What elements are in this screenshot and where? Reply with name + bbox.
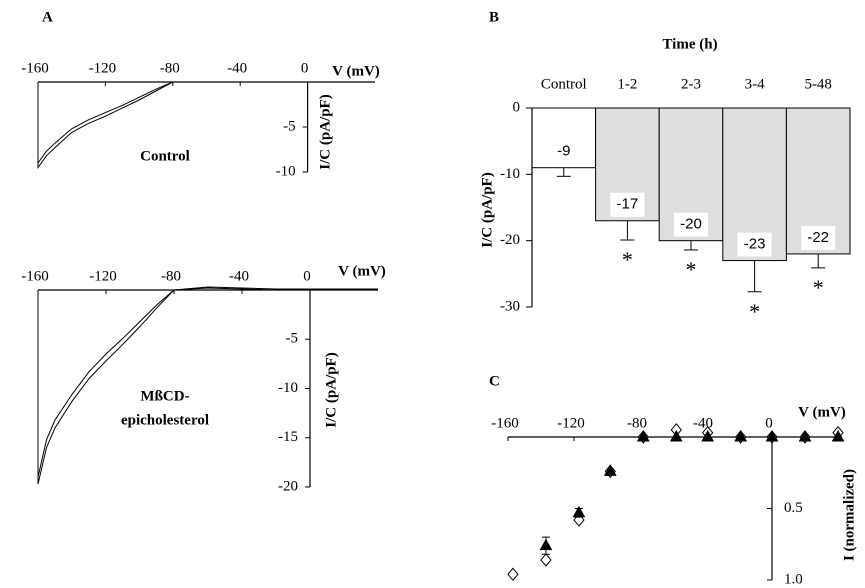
significance-marker: *	[813, 275, 824, 300]
significance-marker: *	[686, 257, 697, 282]
value-label: -9	[557, 143, 570, 160]
point	[603, 464, 617, 476]
y-tick-label: 0	[513, 99, 521, 115]
x-axis-label: V (mV)	[332, 63, 380, 79]
x-axis-label: V (mV)	[798, 404, 846, 420]
point	[798, 429, 812, 442]
label-box	[674, 212, 708, 237]
y-axis-label: I/C (pA/pF)	[479, 172, 495, 247]
point	[507, 567, 519, 582]
annotation: Control	[140, 148, 190, 164]
point	[734, 429, 747, 442]
x-tick-label: -160	[21, 268, 49, 284]
annotation: epicholesterol	[121, 412, 209, 428]
point	[540, 553, 552, 567]
x-tick-label: -120	[89, 60, 117, 76]
x-tick-label: -40	[229, 268, 249, 284]
x-tick-label: Control	[541, 76, 587, 92]
panel-letter: C	[489, 373, 500, 389]
y-axis-label: I/C (pA/pF)	[317, 94, 333, 169]
y-axis-label: I (normalized)	[841, 469, 857, 561]
y-tick-label: -20	[278, 478, 298, 494]
x-tick-label: -120	[89, 268, 117, 284]
x-tick-label: -160	[491, 415, 519, 431]
x-tick-label: 0	[301, 60, 309, 76]
y-tick-label: 1.0	[784, 571, 803, 587]
point	[572, 505, 586, 518]
value-label: -22	[807, 229, 829, 246]
x-tick-label: 3-4	[745, 76, 765, 92]
y-axis-label: I/C (pA/pF)	[323, 352, 339, 427]
panel-letter: B	[489, 9, 499, 25]
x-tick-label: -80	[160, 60, 180, 76]
annotation: MßCD-	[140, 388, 189, 404]
y-tick-label: 0.5	[784, 500, 803, 516]
x-axis-label: V (mV)	[338, 263, 386, 279]
label-box	[737, 232, 772, 257]
value-label: -23	[744, 236, 766, 253]
significance-marker: *	[749, 299, 760, 324]
y-tick-label: -30	[500, 298, 520, 314]
y-tick-label: -5	[286, 331, 299, 347]
x-tick-label: 5-48	[804, 76, 832, 92]
y-tick-label: -15	[278, 429, 298, 445]
x-tick-label: -80	[161, 268, 181, 284]
x-tick-label: -40	[227, 60, 247, 76]
significance-marker: *	[622, 247, 633, 272]
trace	[37, 287, 378, 478]
x-tick-label: -160	[21, 60, 49, 76]
value-label: -17	[617, 196, 639, 213]
point	[539, 538, 553, 551]
panel-letter: A	[42, 9, 53, 25]
y-tick-label: -10	[278, 380, 298, 396]
label-box	[610, 192, 645, 217]
y-tick-label: -20	[500, 232, 520, 248]
trace	[37, 81, 375, 165]
trace	[37, 286, 378, 485]
x-tick-label: -120	[557, 415, 585, 431]
x-tick-label: 1-2	[617, 76, 637, 92]
y-tick-label: -10	[500, 166, 520, 182]
value-label: -20	[680, 216, 702, 233]
label-box	[546, 139, 581, 164]
point	[765, 429, 779, 442]
chart-title: Time (h)	[662, 36, 717, 52]
point	[831, 429, 845, 442]
x-tick-label: -80	[627, 415, 647, 431]
label-box	[801, 225, 836, 250]
point	[701, 429, 714, 442]
y-tick-label: -5	[283, 118, 296, 134]
y-tick-label: -10	[276, 163, 296, 179]
point	[669, 429, 683, 442]
x-tick-label: 0	[303, 268, 311, 284]
x-tick-label: 0	[765, 415, 773, 431]
x-tick-label: 2-3	[681, 76, 701, 92]
point	[636, 429, 650, 442]
